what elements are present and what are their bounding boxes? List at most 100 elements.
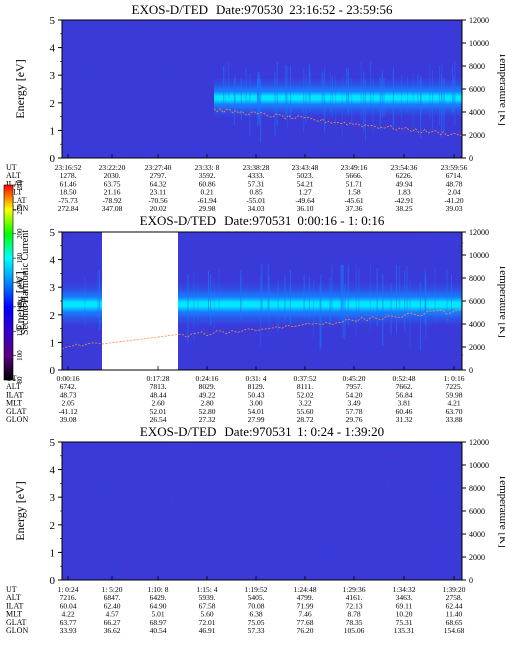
table-cell: 6847. bbox=[104, 593, 121, 602]
table-cell: 48.73 bbox=[60, 390, 77, 399]
noise-speckle bbox=[386, 482, 390, 483]
noise-speckle bbox=[150, 476, 154, 478]
noise-speckle bbox=[366, 278, 369, 280]
noise-speckle bbox=[247, 30, 251, 32]
noise-speckle bbox=[96, 270, 100, 272]
noise-speckle bbox=[389, 454, 393, 456]
temperature-trace bbox=[213, 108, 462, 136]
band-streak bbox=[260, 274, 262, 347]
table-cell: 46.91 bbox=[199, 626, 216, 635]
noise-speckle bbox=[361, 355, 363, 357]
noise-speckle bbox=[185, 331, 187, 333]
noise-speckle bbox=[258, 469, 260, 471]
noise-speckle bbox=[159, 67, 162, 69]
colorbar-tick-label: 200 bbox=[16, 228, 24, 239]
table-cell: 2797. bbox=[150, 171, 167, 180]
table-cell: 2.05 bbox=[61, 399, 74, 408]
table-cell: 52.02 bbox=[297, 390, 314, 399]
band-streak bbox=[213, 277, 215, 329]
table-cell: 78.35 bbox=[346, 618, 363, 627]
noise-speckle bbox=[295, 142, 298, 144]
table-cell: -75.73 bbox=[58, 196, 78, 205]
noise-speckle bbox=[236, 140, 239, 142]
noise-speckle bbox=[87, 65, 90, 66]
noise-speckle bbox=[348, 464, 350, 466]
band-streak bbox=[245, 67, 247, 103]
table-cell: 11.40 bbox=[446, 610, 463, 619]
table-cell: 8029. bbox=[199, 382, 216, 391]
noise-speckle bbox=[297, 32, 301, 34]
noise-speckle bbox=[202, 237, 206, 239]
noise-speckle bbox=[163, 443, 166, 444]
band-streak bbox=[340, 264, 342, 321]
noise-speckle bbox=[67, 345, 71, 347]
noise-speckle bbox=[191, 482, 194, 484]
table-cell: 0:00:16 bbox=[57, 374, 80, 383]
noise-speckle bbox=[211, 128, 214, 130]
noise-speckle bbox=[298, 63, 302, 65]
noise-speckle bbox=[301, 525, 304, 527]
band-streak bbox=[443, 78, 445, 131]
noise-speckle bbox=[421, 49, 425, 51]
table-cell: 70.08 bbox=[248, 601, 265, 610]
noise-speckle bbox=[308, 252, 312, 254]
band-streak bbox=[342, 264, 344, 337]
noise-speckle bbox=[197, 363, 200, 365]
table-cell: 60.46 bbox=[396, 407, 413, 416]
band-streak bbox=[329, 278, 331, 327]
table-cell: 4.21 bbox=[447, 399, 460, 408]
band-streak bbox=[376, 268, 378, 327]
noise-speckle bbox=[165, 59, 167, 61]
table-cell: 57.78 bbox=[346, 407, 363, 416]
noise-speckle bbox=[359, 142, 362, 144]
band-streak bbox=[321, 69, 323, 105]
noise-speckle bbox=[174, 472, 177, 474]
table-cell: 18.50 bbox=[60, 188, 77, 197]
table-cell: -49.64 bbox=[295, 196, 315, 205]
noise-speckle bbox=[181, 340, 185, 342]
noise-speckle bbox=[261, 156, 264, 158]
noise-speckle bbox=[177, 133, 180, 135]
noise-speckle bbox=[143, 67, 146, 69]
noise-speckle bbox=[322, 56, 324, 58]
noise-speckle bbox=[193, 548, 196, 550]
table-cell: 2030. bbox=[104, 171, 121, 180]
band-streak bbox=[240, 78, 242, 121]
noise-speckle bbox=[66, 29, 69, 30]
noise-speckle bbox=[408, 260, 411, 262]
noise-speckle bbox=[132, 453, 134, 455]
band-streak bbox=[379, 78, 381, 130]
noise-speckle bbox=[92, 498, 96, 500]
table-cell: -42.91 bbox=[394, 196, 414, 205]
table-cell: 54.01 bbox=[248, 407, 265, 416]
noise-speckle bbox=[146, 93, 149, 95]
noise-speckle bbox=[303, 365, 306, 367]
noise-speckle bbox=[400, 51, 402, 53]
noise-speckle bbox=[447, 532, 450, 534]
table-cell: 23:54:36 bbox=[391, 163, 418, 172]
noise-speckle bbox=[407, 332, 409, 334]
noise-speckle bbox=[424, 339, 428, 341]
time-range: 23:16:52 - 23:59:56 bbox=[289, 2, 393, 17]
noise-speckle bbox=[131, 25, 134, 27]
noise-speckle bbox=[422, 458, 425, 460]
table-cell: 71.99 bbox=[297, 601, 314, 610]
noise-speckle bbox=[277, 153, 281, 155]
noise-speckle bbox=[333, 466, 336, 468]
noise-speckle bbox=[130, 535, 133, 537]
noise-speckle bbox=[130, 61, 133, 63]
noise-speckle bbox=[250, 454, 254, 456]
table-cell: 29.98 bbox=[199, 204, 216, 213]
table-cell: 6714. bbox=[446, 171, 463, 180]
noise-speckle bbox=[450, 152, 453, 154]
noise-speckle bbox=[378, 60, 381, 62]
noise-speckle bbox=[434, 259, 437, 261]
table-cell: 49.22 bbox=[199, 390, 216, 399]
table-cell: 63.75 bbox=[104, 179, 121, 188]
noise-speckle bbox=[451, 521, 455, 523]
noise-speckle bbox=[448, 483, 451, 485]
noise-speckle bbox=[248, 275, 251, 277]
noise-speckle bbox=[245, 346, 247, 348]
panel-title: EXOS-D/TED Date:970530 23:16:52 - 23:59:56 bbox=[132, 2, 393, 17]
band-streak bbox=[228, 62, 230, 99]
